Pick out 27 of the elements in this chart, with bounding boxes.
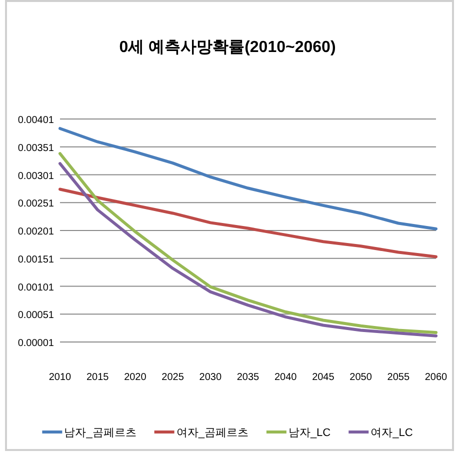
legend-label: 남자_LC [288, 427, 331, 439]
y-tick-label: 0.00151 [18, 254, 54, 266]
y-tick-label: 0.00051 [18, 310, 54, 322]
legend-label: 여자_곰페르츠 [176, 427, 248, 439]
x-tick-label: 2010 [48, 372, 72, 383]
line-series [58, 188, 438, 258]
x-tick-label: 2050 [350, 372, 372, 383]
line-series [58, 126, 438, 230]
y-tick-label: 0.00401 [18, 115, 54, 126]
y-tick-label: 0.00251 [18, 198, 54, 210]
y-tick-label: 0.00101 [18, 282, 54, 294]
x-tick-label: 2045 [312, 372, 335, 383]
x-tick-label: 2030 [199, 372, 222, 383]
y-tick-label: 0.00201 [18, 226, 54, 238]
x-tick-label: 2020 [124, 372, 147, 383]
x-tick-label: 2035 [236, 372, 260, 383]
y-tick-label: 0.00351 [18, 142, 54, 154]
x-tick-label: 2055 [387, 372, 410, 383]
x-tick-label: 2060 [424, 372, 448, 383]
chart-title: 0세 예측사망확률(2010~2060) [119, 39, 336, 56]
legend-label: 여자_LC [370, 427, 413, 439]
y-tick-label: 0.00001 [18, 338, 54, 349]
x-tick-label: 2025 [162, 372, 184, 383]
y-tick-label: 0.00301 [18, 170, 54, 182]
legend-label: 남자_곰페르츠 [64, 427, 136, 439]
x-tick-label: 2040 [274, 372, 298, 383]
x-tick-label: 2015 [86, 372, 110, 383]
